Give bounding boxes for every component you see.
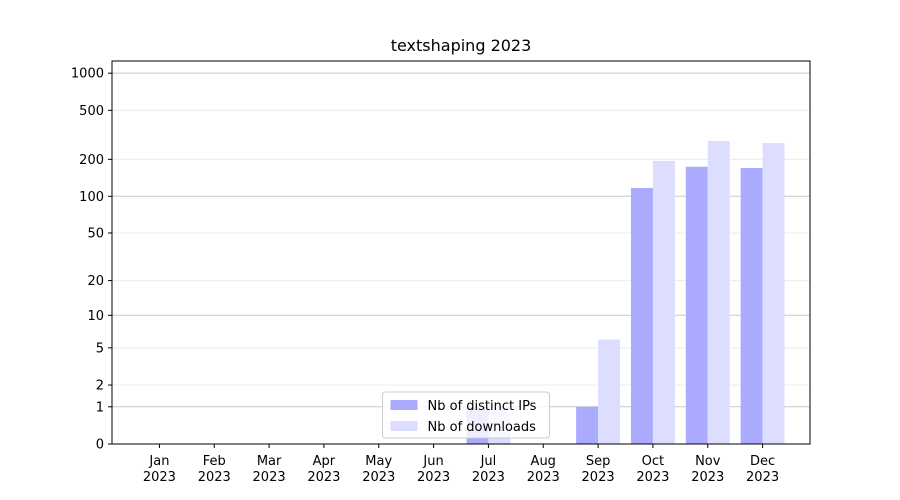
y-tick-label: 1000 — [71, 67, 104, 82]
x-tick-label: Jan 2023 — [143, 454, 176, 485]
x-tick-label: Mar 2023 — [253, 454, 286, 485]
bar — [685, 166, 708, 444]
bar — [598, 339, 621, 444]
x-tick-label: Oct 2023 — [636, 454, 669, 485]
x-tick-label: Nov 2023 — [691, 454, 724, 485]
x-tick-label: Sep 2023 — [582, 454, 615, 485]
y-tick-label: 20 — [87, 274, 104, 289]
y-tick-label: 1 — [96, 400, 104, 415]
x-tick-label: May 2023 — [362, 454, 395, 485]
legend-swatch — [390, 400, 418, 410]
legend-label: Nb of downloads — [428, 420, 537, 435]
y-tick-label: 2 — [96, 379, 104, 394]
plot-frame — [111, 60, 811, 445]
legend-swatch — [390, 421, 418, 431]
y-tick-label: 5 — [96, 341, 104, 356]
legend-label: Nb of distinct IPs — [428, 399, 537, 414]
bar — [630, 187, 653, 445]
x-tick-label: Aug 2023 — [527, 454, 560, 485]
y-tick-label: 500 — [79, 104, 104, 119]
y-tick-label: 200 — [79, 153, 104, 168]
x-tick-label: Jul 2023 — [472, 454, 505, 485]
x-tick-label: Jun 2023 — [417, 454, 450, 485]
bar — [576, 406, 599, 444]
bar — [740, 168, 763, 445]
x-tick-label: Apr 2023 — [307, 454, 340, 485]
chart-title: textshaping 2023 — [391, 36, 532, 55]
y-tick-label: 100 — [79, 190, 104, 205]
x-tick-label: Dec 2023 — [746, 454, 779, 485]
y-tick-label: 50 — [87, 226, 104, 241]
bar — [762, 143, 785, 444]
legend-box — [382, 391, 550, 439]
y-tick-label: 0 — [96, 438, 104, 453]
y-tick-label: 10 — [87, 309, 104, 324]
bar — [652, 160, 675, 445]
x-tick-label: Feb 2023 — [198, 454, 231, 485]
bar — [707, 140, 730, 444]
